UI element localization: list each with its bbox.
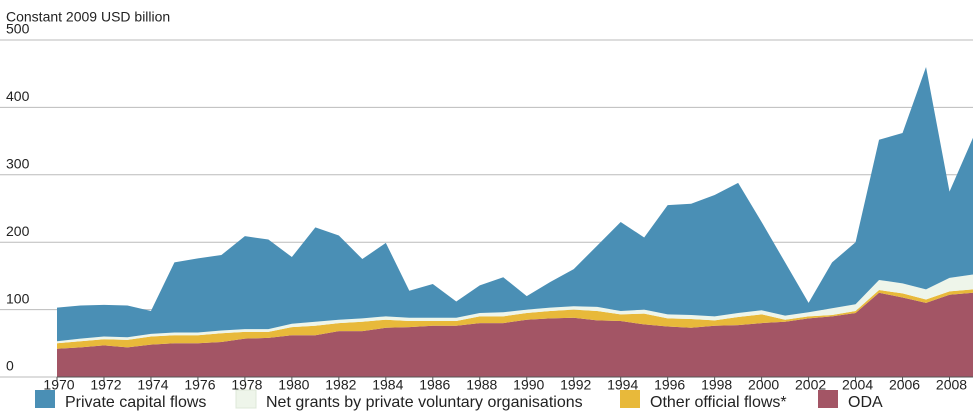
x-tick-label: 1970 — [43, 377, 74, 393]
y-axis-label: Constant 2009 USD billion — [6, 9, 170, 25]
x-tick-label: 1998 — [701, 377, 732, 393]
legend-label: Private capital flows — [65, 394, 206, 411]
legend-label: Other official flows* — [650, 394, 787, 411]
x-tick-label: 1990 — [513, 377, 544, 393]
x-tick-label: 1994 — [607, 377, 638, 393]
x-tick-label: 1982 — [325, 377, 356, 393]
x-tick-label: 1984 — [372, 377, 403, 393]
legend-swatch — [620, 390, 640, 408]
x-tick-label: 1978 — [231, 377, 262, 393]
x-tick-label: 1980 — [278, 377, 309, 393]
x-tick-label: 1996 — [654, 377, 685, 393]
y-tick-label: 0 — [6, 358, 14, 374]
legend-swatch — [35, 390, 55, 408]
x-tick-label: 1972 — [90, 377, 121, 393]
x-tick-label: 2008 — [936, 377, 967, 393]
y-tick-label: 300 — [6, 156, 30, 172]
area — [57, 274, 973, 344]
y-tick-label: 200 — [6, 223, 30, 239]
area — [57, 289, 973, 349]
x-tick-label: 1992 — [560, 377, 591, 393]
y-tick-label: 500 — [6, 21, 30, 37]
x-tick-label: 1974 — [137, 377, 168, 393]
area — [57, 292, 973, 377]
x-tick-label: 2000 — [748, 377, 779, 393]
legend-swatch — [818, 390, 838, 408]
y-tick-label: 400 — [6, 88, 30, 104]
legend-label: ODA — [848, 394, 883, 411]
x-tick-label: 2006 — [889, 377, 920, 393]
legend-label: Net grants by private voluntary organisa… — [266, 394, 583, 411]
legend-swatch — [235, 389, 257, 409]
x-tick-label: 1986 — [419, 377, 450, 393]
x-tick-label: 2002 — [795, 377, 826, 393]
y-tick-label: 100 — [6, 290, 30, 306]
area — [57, 66, 973, 342]
x-tick-label: 2004 — [842, 377, 873, 393]
x-tick-label: 1988 — [466, 377, 497, 393]
x-tick-label: 1976 — [184, 377, 215, 393]
